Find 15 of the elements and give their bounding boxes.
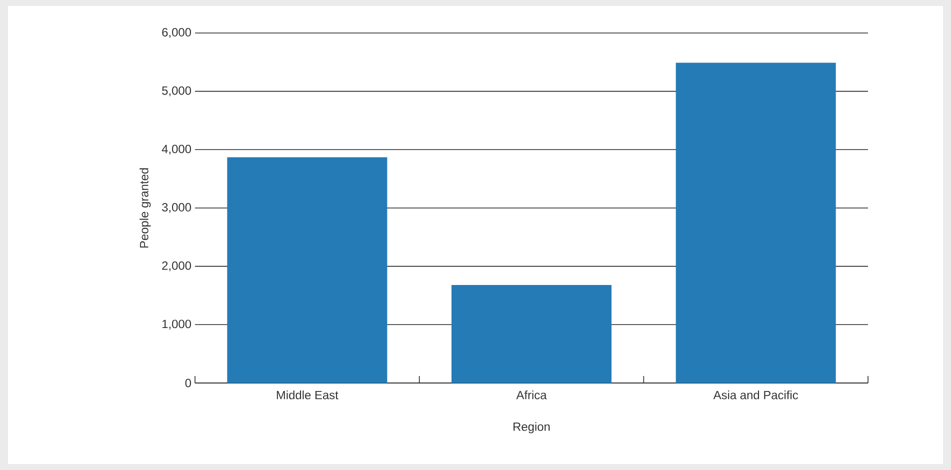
y-axis-title: People granted — [140, 168, 151, 248]
y-tick-label: 0 — [185, 378, 192, 388]
y-tick-label: 1,000 — [162, 320, 192, 330]
y-tick-label: 2,000 — [162, 261, 192, 272]
bar — [227, 157, 388, 383]
y-tick-label: 6,000 — [162, 28, 192, 38]
x-tick-label: Asia and Pacific — [713, 390, 798, 400]
y-tick-label: 4,000 — [162, 144, 192, 155]
bar — [676, 62, 836, 383]
x-tick-label: Africa — [516, 390, 547, 400]
x-axis-title: Region — [514, 422, 550, 434]
bar — [452, 284, 612, 383]
y-tick-label: 5,000 — [162, 86, 192, 96]
x-tick-label: Middle East — [276, 390, 338, 400]
y-tick-label: 3,000 — [162, 203, 192, 213]
